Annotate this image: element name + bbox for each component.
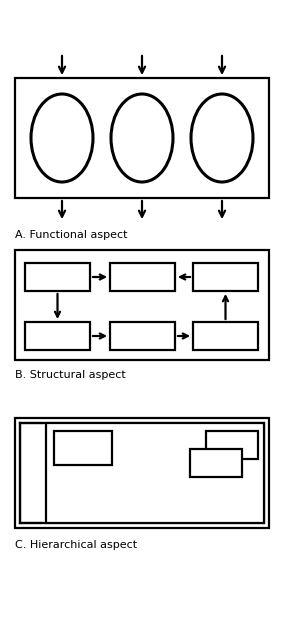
Ellipse shape xyxy=(191,94,253,182)
Bar xyxy=(15,78,269,198)
Ellipse shape xyxy=(31,94,93,182)
Text: A. Functional aspect: A. Functional aspect xyxy=(15,230,128,240)
Bar xyxy=(46,423,264,523)
Bar xyxy=(193,322,258,350)
Bar xyxy=(25,322,90,350)
Bar xyxy=(193,263,258,291)
Text: C. Hierarchical aspect: C. Hierarchical aspect xyxy=(15,540,137,550)
Bar xyxy=(15,250,269,360)
Bar xyxy=(110,263,175,291)
Bar xyxy=(20,423,264,523)
Bar xyxy=(206,431,258,459)
Ellipse shape xyxy=(111,94,173,182)
Text: B. Structural aspect: B. Structural aspect xyxy=(15,370,126,380)
Bar xyxy=(15,418,269,528)
Bar xyxy=(110,322,175,350)
Bar xyxy=(54,431,112,465)
Bar xyxy=(190,449,242,477)
Bar xyxy=(25,263,90,291)
